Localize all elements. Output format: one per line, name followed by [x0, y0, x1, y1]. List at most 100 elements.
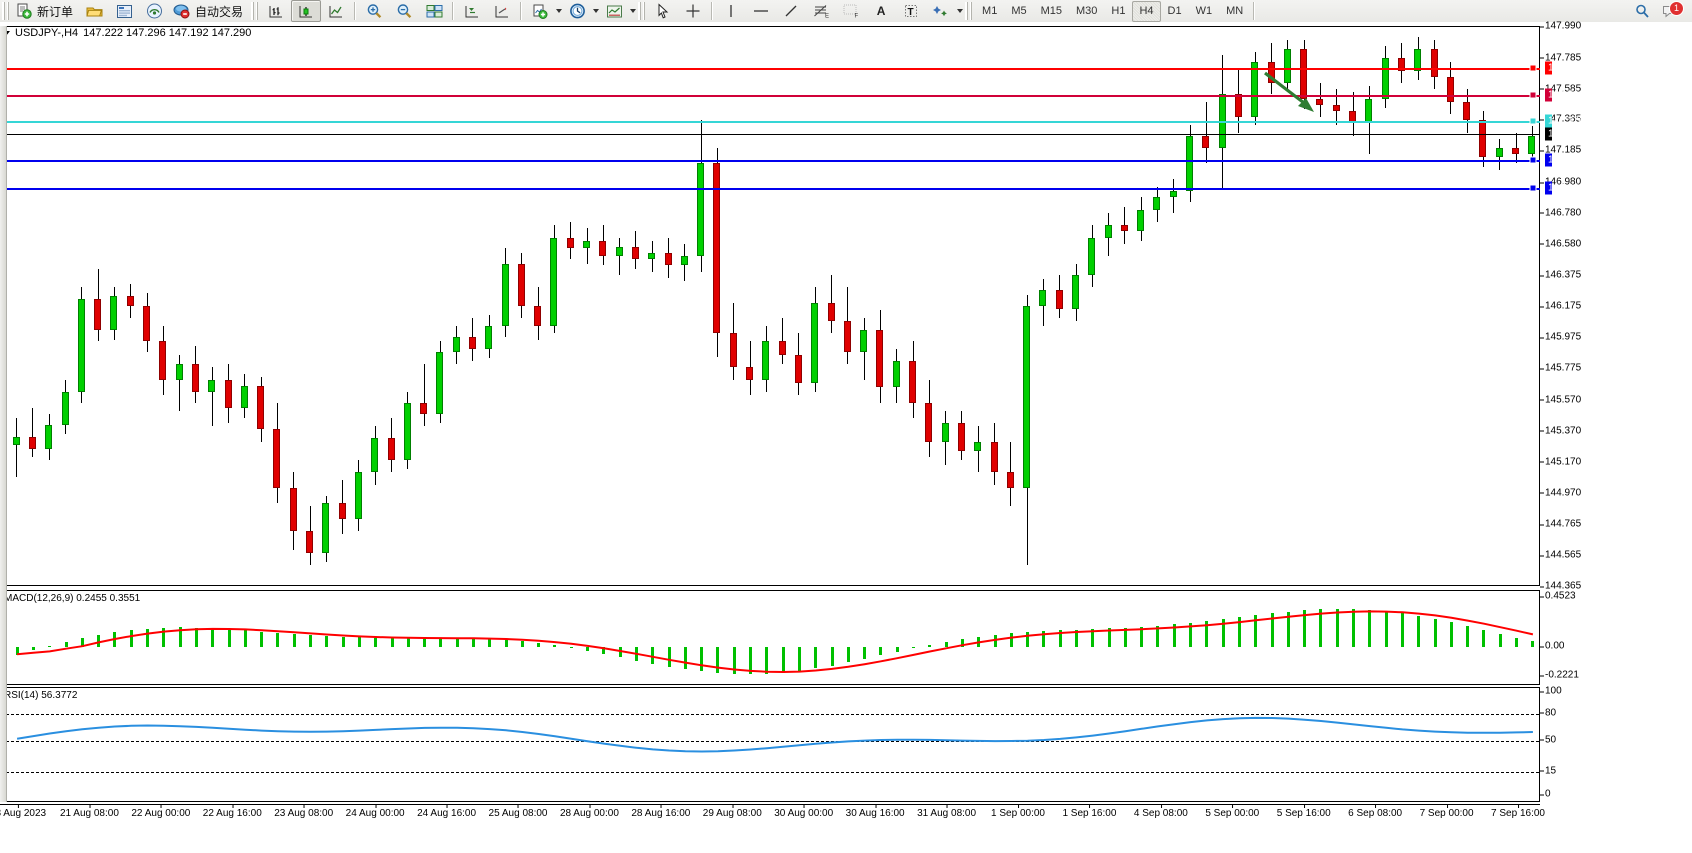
- candle-body: [925, 402, 932, 442]
- bearish-arrow-annotation[interactable]: [1262, 70, 1324, 118]
- cursor-button[interactable]: [648, 0, 678, 22]
- candle-body: [844, 321, 851, 352]
- macd-histogram-bar: [325, 636, 328, 647]
- new-order-label: 新订单: [37, 4, 74, 19]
- price-level-handle[interactable]: [1529, 156, 1537, 164]
- candle-body: [1316, 98, 1323, 105]
- candle-body: [339, 503, 346, 519]
- chart-container[interactable]: USDJPY-,H4 147.222 147.296 147.192 147.2…: [0, 21, 1692, 853]
- timeframe-m30[interactable]: M30: [1076, 4, 1098, 17]
- price-level-handle[interactable]: [1529, 91, 1537, 99]
- period-dropdown-caret[interactable]: [593, 9, 600, 13]
- macd-pane[interactable]: [0, 590, 1540, 685]
- price-level-tag: 147.541: [1545, 88, 1584, 102]
- candle-body: [681, 256, 688, 266]
- time-tick: 31 Aug 08:00: [917, 804, 977, 819]
- candle-body: [94, 299, 101, 331]
- macd-histogram-bar: [1189, 622, 1192, 647]
- templates-dropdown-caret[interactable]: [630, 9, 637, 13]
- macd-histogram-bar: [1401, 613, 1404, 647]
- timeframe-w1[interactable]: W1: [1195, 4, 1213, 17]
- timeframe-mn[interactable]: MN: [1226, 4, 1244, 17]
- time-tick: 29 Aug 08:00: [702, 804, 762, 819]
- fibonacci-button[interactable]: E: [806, 0, 836, 22]
- templates-icon: [606, 5, 622, 17]
- macd-histogram-bar: [668, 647, 671, 667]
- open-folder-button[interactable]: [79, 0, 109, 22]
- candle-body: [795, 355, 802, 383]
- toolbar-grip-3[interactable]: [638, 2, 647, 20]
- toolbar-grip-2[interactable]: [251, 2, 260, 20]
- chart-shift-button[interactable]: [487, 0, 517, 22]
- candlestick-chart-button[interactable]: [291, 0, 322, 22]
- search-icon[interactable]: [1634, 3, 1652, 19]
- horizontal-line-button[interactable]: [746, 0, 776, 22]
- price-tick: 146.780: [1539, 207, 1582, 219]
- market-watch-icon: [116, 4, 132, 18]
- chart-vertical-scrollbar[interactable]: [0, 26, 7, 802]
- macd-histogram-bar: [1222, 619, 1225, 647]
- price-level-line[interactable]: [0, 160, 1540, 163]
- line-chart-button[interactable]: [321, 0, 351, 22]
- candle-body: [1496, 148, 1503, 158]
- templates-button[interactable]: [599, 0, 629, 22]
- price-level-line[interactable]: [0, 120, 1540, 123]
- trendline-button[interactable]: [776, 0, 806, 22]
- price-level-handle[interactable]: [1529, 184, 1537, 192]
- rsi-pane[interactable]: [0, 687, 1540, 802]
- new-order-button[interactable]: 新订单: [12, 0, 79, 22]
- new-chart-button[interactable]: [525, 0, 555, 22]
- market-watch-button[interactable]: [109, 0, 139, 22]
- channel-button[interactable]: F: [836, 0, 866, 22]
- text-button[interactable]: T: [896, 0, 926, 22]
- price-axis[interactable]: 147.990 147.785 147.585 147.385 147.185 146.9…: [1539, 21, 1692, 592]
- price-level-handle[interactable]: [1529, 64, 1537, 72]
- price-level-line[interactable]: [0, 134, 1540, 136]
- period-button[interactable]: [562, 0, 592, 22]
- auto-trading-button[interactable]: 自动交易: [169, 0, 249, 22]
- objects-dropdown-caret[interactable]: [957, 9, 964, 13]
- messages-button[interactable]: 1: [1662, 1, 1684, 19]
- timeframe-h1[interactable]: H1: [1111, 4, 1126, 17]
- macd-histogram-bar: [423, 637, 426, 647]
- zoom-out-button[interactable]: [389, 0, 419, 22]
- candle-body: [110, 296, 117, 331]
- rsi-level-line: [1, 771, 1539, 773]
- timeframe-h4[interactable]: H4: [1132, 0, 1161, 22]
- timeframe-m15[interactable]: M15: [1040, 4, 1062, 17]
- time-tick: 21 Aug 08:00: [59, 804, 119, 819]
- macd-histogram-bar: [782, 647, 785, 673]
- auto-scroll-button[interactable]: [457, 0, 487, 22]
- navigator-button[interactable]: [139, 0, 169, 22]
- macd-histogram-bar: [244, 630, 247, 647]
- macd-histogram-bar: [814, 647, 817, 669]
- candlestick-series: [0, 26, 1540, 586]
- macd-histogram-bar: [293, 634, 296, 647]
- tile-windows-button[interactable]: [419, 0, 449, 22]
- price-level-tag: 147.121: [1545, 153, 1584, 167]
- candle-body: [974, 441, 981, 451]
- candle-body: [1479, 120, 1486, 158]
- objects-button[interactable]: [926, 0, 956, 22]
- new-chart-dropdown-caret[interactable]: [556, 9, 563, 13]
- bar-chart-button[interactable]: [261, 0, 291, 22]
- vertical-line-button[interactable]: [716, 0, 746, 22]
- crosshair-button[interactable]: [678, 0, 708, 22]
- timeframe-m1[interactable]: M1: [982, 4, 998, 17]
- period-clock-icon: [569, 3, 585, 19]
- toolbar-grip-4[interactable]: [965, 2, 974, 20]
- macd-histogram-bar: [749, 647, 752, 675]
- toolbar-grip[interactable]: [2, 2, 10, 20]
- price-level-line[interactable]: [0, 67, 1540, 70]
- macd-histogram-bar: [619, 647, 622, 658]
- timeframe-d1[interactable]: D1: [1167, 4, 1182, 17]
- price-pane[interactable]: [0, 26, 1540, 586]
- rsi-axis: 100 80 50 15 0: [1539, 686, 1692, 802]
- timeframe-m5[interactable]: M5: [1011, 4, 1027, 17]
- price-level-line[interactable]: [0, 187, 1540, 190]
- time-axis[interactable]: 18 Aug 2023 21 Aug 08:00 22 Aug 00:00 22 Au…: [0, 804, 1545, 825]
- price-level-line[interactable]: [0, 95, 1540, 98]
- price-level-handle[interactable]: [1529, 117, 1537, 125]
- zoom-in-button[interactable]: [359, 0, 389, 22]
- text-label-button[interactable]: A: [866, 0, 896, 22]
